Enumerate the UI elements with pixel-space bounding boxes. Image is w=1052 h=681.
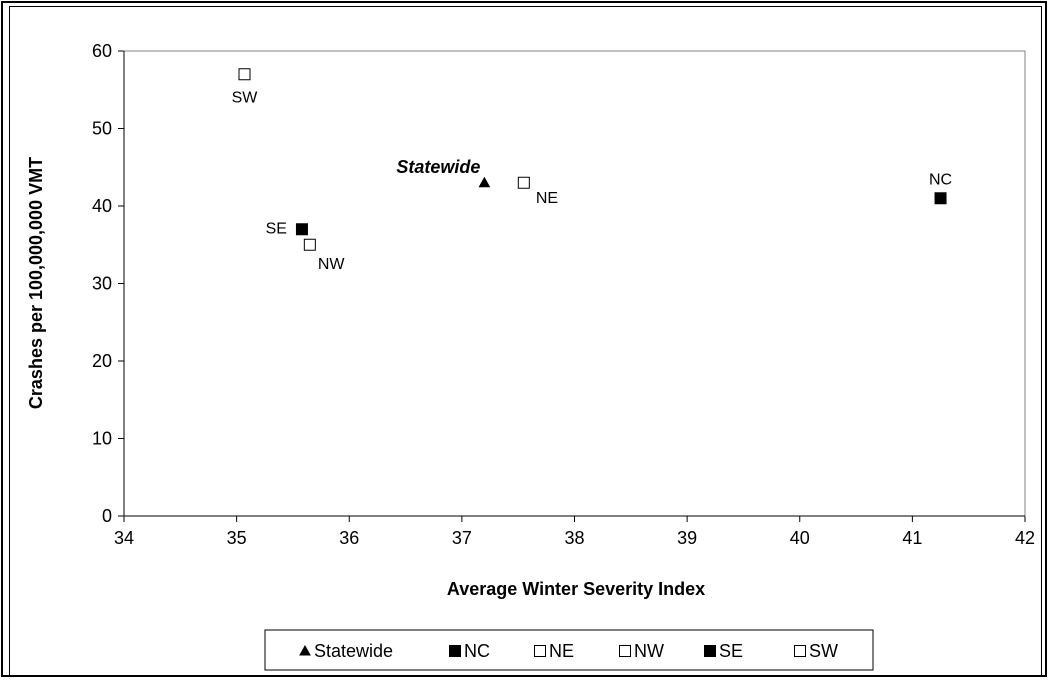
x-tick-label: 37 <box>452 528 472 548</box>
y-tick-label: 60 <box>92 41 112 61</box>
point-statewide <box>478 176 491 188</box>
point-ne <box>517 176 530 189</box>
legend-marker-statewide <box>299 644 311 656</box>
point-label-statewide: Statewide <box>396 157 480 177</box>
y-tick-label: 30 <box>92 274 112 294</box>
point-label-nc: NC <box>929 171 952 188</box>
legend-marker-ne <box>534 645 546 657</box>
point-nw <box>303 238 316 251</box>
data-labels: Statewide NC NE NW SE SW <box>232 89 952 273</box>
data-points <box>238 68 947 251</box>
point-label-ne: NE <box>536 190 558 207</box>
x-tick-label: 40 <box>790 528 810 548</box>
x-axis-ticks: 34 35 36 37 38 39 40 41 42 <box>114 516 1035 548</box>
x-axis-title: Average Winter Severity Index <box>447 579 705 599</box>
plot-area <box>123 50 1026 517</box>
legend-label-nc: NC <box>464 641 490 661</box>
x-tick-label: 38 <box>564 528 584 548</box>
chart-frame-inner <box>9 6 1042 675</box>
legend-label-statewide: Statewide <box>314 641 393 661</box>
legend-label-ne: NE <box>549 641 574 661</box>
point-se <box>295 223 308 236</box>
y-tick-label: 0 <box>102 506 112 526</box>
x-tick-label: 41 <box>902 528 922 548</box>
point-label-nw: NW <box>318 256 346 273</box>
point-label-se: SE <box>266 220 287 237</box>
legend-marker-nc <box>449 645 461 657</box>
legend-box <box>264 629 874 671</box>
x-tick-label: 42 <box>1015 528 1035 548</box>
legend-marker-sw <box>794 645 806 657</box>
x-tick-label: 34 <box>114 528 134 548</box>
legend: Statewide NC NE NW SE SW <box>264 629 874 671</box>
x-tick-label: 35 <box>227 528 247 548</box>
legend-marker-nw <box>619 645 631 657</box>
point-nc <box>934 192 947 205</box>
y-tick-label: 10 <box>92 429 112 449</box>
legend-label-sw: SW <box>809 641 838 661</box>
y-tick-label: 40 <box>92 196 112 216</box>
y-axis-ticks: 0 10 20 30 40 50 60 <box>92 41 124 526</box>
y-tick-label: 20 <box>92 351 112 371</box>
point-sw <box>238 68 251 81</box>
point-label-sw: SW <box>232 89 259 106</box>
x-tick-label: 39 <box>677 528 697 548</box>
legend-marker-se <box>704 645 716 657</box>
x-tick-label: 36 <box>339 528 359 548</box>
y-tick-label: 50 <box>92 119 112 139</box>
legend-label-nw: NW <box>634 641 664 661</box>
y-axis-title: Crashes per 100,000,000 VMT <box>26 157 46 409</box>
legend-label-se: SE <box>719 641 743 661</box>
